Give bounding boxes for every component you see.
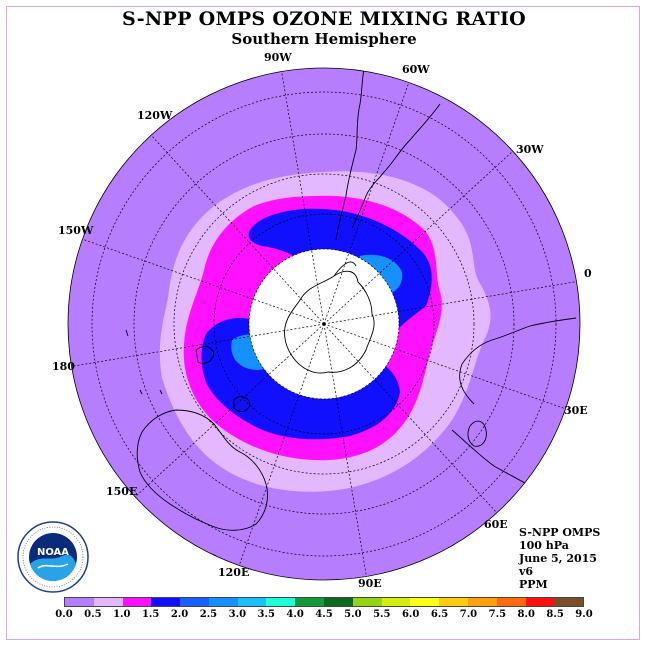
map-subtitle: Southern Hemisphere — [231, 30, 417, 48]
colorbar-swatch — [439, 598, 468, 606]
colorbar-swatch — [554, 598, 584, 606]
colorbar-swatch — [237, 598, 267, 606]
africa-coast — [459, 317, 577, 405]
colorbar-swatch — [180, 598, 209, 606]
lon-label-150e: 150E — [106, 485, 137, 498]
colorbar-tick-label: 3.5 — [257, 609, 275, 620]
colorbar-tick-label: 4.0 — [286, 609, 304, 620]
colorbar-tick-label: 8.5 — [546, 609, 564, 620]
lon-label-180: 180 — [52, 360, 75, 373]
colorbar-swatch — [151, 598, 181, 606]
colorbar-tick-label: 4.5 — [315, 609, 333, 620]
info-date: June 5, 2015 — [519, 552, 597, 565]
info-block: S-NPP OMPS 100 hPa June 5, 2015 v6 PPM — [519, 526, 600, 591]
colorbar-swatch — [525, 598, 555, 606]
coastlines — [125, 68, 577, 573]
madagascar-coast — [467, 420, 487, 447]
colorbar-tick-label: 2.5 — [199, 609, 218, 620]
lon-label-120w: 120W — [137, 109, 173, 122]
figure-frame — [6, 6, 640, 640]
colorbar-swatch — [122, 598, 152, 606]
colorbar-ticks: 0.0 0.5 1.0 1.5 2.0 2.5 3.0 3.5 4.0 4.5 5.0 5.5 6.0 6… — [0, 609, 648, 623]
lon-label-120e: 120E — [218, 566, 249, 579]
colorbar-tick-label: 3.0 — [228, 609, 247, 620]
colorbar-swatch — [352, 598, 382, 606]
australia-coast — [136, 409, 268, 531]
antarctica-coast — [284, 261, 375, 374]
colorbar-swatch — [467, 598, 497, 606]
info-instrument: S-NPP OMPS — [519, 526, 601, 539]
lon-label-60e: 60E — [484, 518, 508, 531]
colorbar-swatch — [324, 598, 353, 606]
colorbar-tick-label: 5.5 — [373, 609, 391, 620]
colorbar-tick-label: 9.0 — [575, 609, 593, 620]
lon-label-30w: 30W — [516, 143, 544, 156]
info-units: PPM — [519, 578, 548, 591]
colorbar-swatch — [266, 598, 296, 606]
lon-label-90w: 90W — [264, 51, 292, 64]
colorbar-tick-label: 5.0 — [344, 609, 362, 620]
lon-label-150w: 150W — [58, 224, 94, 237]
lon-label-0: 0 — [584, 267, 592, 280]
colorbar — [64, 597, 584, 607]
colorbar-tick-label: 7.5 — [488, 609, 507, 620]
colorbar-swatch — [410, 598, 440, 606]
south-america-coast — [335, 68, 365, 241]
graticule — [68, 68, 580, 580]
noaa-logo: NOAA — [17, 521, 89, 593]
colorbar-swatch — [93, 598, 123, 606]
colorbar-swatch — [65, 598, 94, 606]
longitude-labels: 0 30E 60E 90E 120E 150E 180 150W 120W 90… — [52, 51, 592, 590]
colorbar-tick-label: 6.0 — [401, 609, 420, 620]
map-title: S-NPP OMPS OZONE MIXING RATIO — [121, 8, 527, 30]
lon-label-90e: 90E — [358, 577, 382, 590]
colorbar-tick-label: 0.5 — [84, 609, 102, 620]
new-zealand-coast — [195, 346, 215, 365]
info-pressure-level: 100 hPa — [519, 539, 569, 552]
info-version: v6 — [519, 565, 534, 578]
colorbar-tick-label: 8.0 — [517, 609, 535, 620]
colorbar-tick-label: 1.5 — [141, 609, 160, 620]
colorbar-tick-label: 0.0 — [55, 609, 73, 620]
logo-text: NOAA — [37, 547, 69, 558]
colorbar-tick-label: 2.0 — [170, 609, 189, 620]
colorbar-swatch — [381, 598, 411, 606]
south-pole-marker — [322, 322, 326, 326]
colorbar-tick-label: 6.5 — [430, 609, 449, 620]
lon-label-30e: 30E — [564, 404, 588, 417]
colorbar-swatch — [496, 598, 526, 606]
lon-label-60w: 60W — [402, 63, 430, 76]
colorbar-tick-label: 7.0 — [459, 609, 478, 620]
colorbar-swatch — [208, 598, 238, 606]
colorbar-tick-label: 1.0 — [113, 609, 131, 620]
colorbar-swatch — [295, 598, 325, 606]
